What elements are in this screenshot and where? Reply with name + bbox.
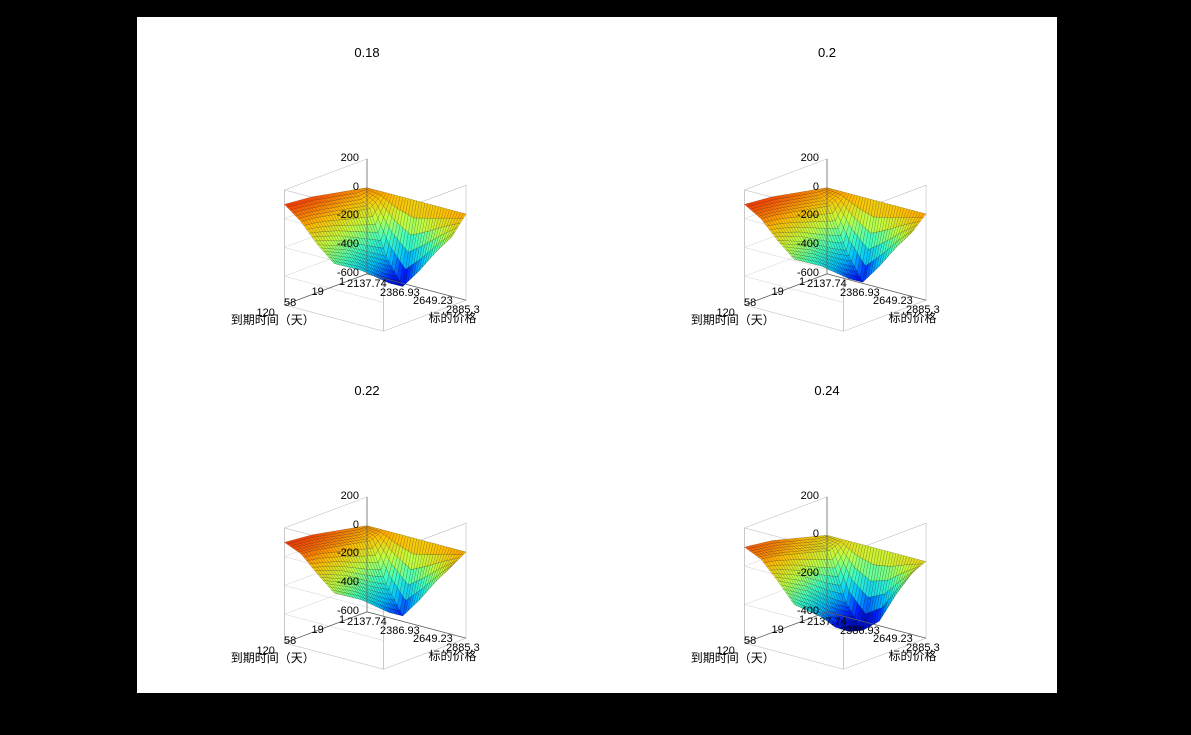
z-tick-label: -200: [797, 209, 819, 221]
y-axis-label: 到期时间（天）: [691, 649, 775, 666]
x-axis-label: 标的价格: [429, 647, 477, 664]
y-tick-label: 58: [744, 297, 756, 309]
surface-plot: [597, 17, 1057, 355]
y-axis-label: 到期时间（天）: [691, 311, 775, 328]
x-axis-label: 标的价格: [889, 309, 937, 326]
z-tick-label: -200: [337, 209, 359, 221]
subplot-2: 0.22-600-400-20002002137.742386.932649.2…: [137, 355, 597, 693]
surface-plot: [137, 355, 597, 693]
z-tick-label: 200: [341, 490, 359, 502]
z-tick-label: -400: [337, 576, 359, 588]
z-tick-label: 0: [353, 519, 359, 531]
z-tick-label: 200: [341, 152, 359, 164]
z-tick-label: 0: [353, 181, 359, 193]
z-tick-label: 200: [801, 152, 819, 164]
z-tick-label: 200: [801, 490, 819, 502]
y-tick-label: 19: [771, 286, 783, 298]
y-tick-label: 1: [339, 614, 345, 626]
y-tick-label: 58: [284, 297, 296, 309]
y-tick-label: 19: [311, 624, 323, 636]
y-tick-label: 1: [799, 276, 805, 288]
z-tick-label: -200: [337, 547, 359, 559]
subplot-3: 0.24-400-20002002137.742386.932649.23288…: [597, 355, 1057, 693]
y-axis-label: 到期时间（天）: [231, 649, 315, 666]
surface-plot: [137, 17, 597, 355]
y-tick-label: 58: [284, 635, 296, 647]
subplot-1: 0.2-600-400-20002002137.742386.932649.23…: [597, 17, 1057, 355]
y-axis-label: 到期时间（天）: [231, 311, 315, 328]
y-tick-label: 58: [744, 635, 756, 647]
y-tick-label: 19: [311, 286, 323, 298]
x-axis-label: 标的价格: [889, 647, 937, 664]
z-tick-label: -400: [797, 238, 819, 250]
z-tick-label: 0: [813, 181, 819, 193]
y-tick-label: 1: [799, 614, 805, 626]
z-tick-label: 0: [813, 528, 819, 540]
x-axis-label: 标的价格: [429, 309, 477, 326]
z-tick-label: -200: [797, 567, 819, 579]
y-tick-label: 19: [771, 624, 783, 636]
y-tick-label: 1: [339, 276, 345, 288]
surface-plot: [597, 355, 1057, 693]
z-tick-label: -400: [337, 238, 359, 250]
figure-panel: 0.18-600-400-20002002137.742386.932649.2…: [137, 17, 1057, 693]
subplot-0: 0.18-600-400-20002002137.742386.932649.2…: [137, 17, 597, 355]
